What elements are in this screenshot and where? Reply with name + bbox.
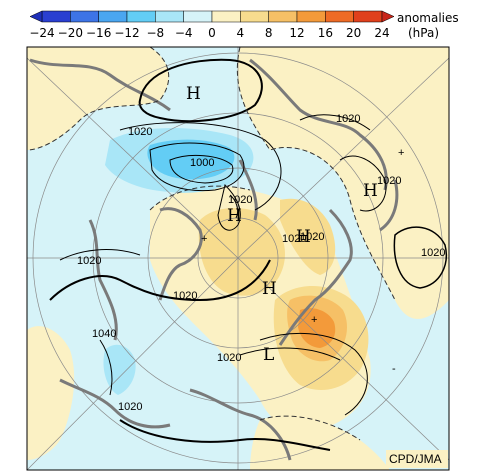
colorbar-tick-label: 8 — [265, 26, 273, 40]
colorbar-tick-label: 16 — [318, 26, 333, 40]
contour-label: 1020 — [228, 194, 252, 206]
contour-labels: 1020 1000 1020 1020 1020 1020 1020 1020 … — [77, 113, 445, 413]
anomaly-positive-region — [27, 326, 75, 460]
high-center-mark: H — [227, 206, 242, 226]
anomaly-moderate-positive-region — [198, 208, 285, 296]
contour-label: 1020 — [421, 247, 445, 259]
plus-mark: + — [398, 147, 404, 159]
contour-label: 1020 — [336, 113, 360, 125]
colorbar-swatch — [126, 10, 156, 23]
contour-label: 1020 — [77, 255, 101, 267]
colorbar-tick-label: −8 — [146, 26, 164, 40]
colorbar-swatch — [268, 10, 298, 23]
colorbar-low-arrow — [29, 10, 43, 23]
minus-mark: - — [392, 363, 396, 375]
colorbar-tick-label: 12 — [289, 26, 304, 40]
anomaly-positive-region — [27, 47, 169, 150]
zero-anomaly-lines — [27, 47, 396, 441]
credit-background — [386, 450, 448, 468]
colorbar-title: anomalies — [397, 11, 459, 25]
contour-label: 1020 — [118, 401, 142, 413]
coastlines — [29, 58, 399, 461]
colorbar-unit: (hPa) — [408, 26, 439, 40]
colorbar-swatch — [183, 10, 213, 23]
map-frame — [26, 46, 450, 471]
contour-label: 1020 — [217, 352, 241, 364]
pressure-centers: H H H H H L + + + - — [186, 84, 404, 375]
contour-label: 1000 — [190, 157, 214, 169]
anomaly-moderate-positive-region — [280, 198, 336, 275]
colorbar-tick-label: −20 — [58, 26, 83, 40]
colorbar-swatch — [155, 10, 184, 23]
contour-label: 1020 — [173, 290, 197, 302]
colorbar-tick-label: −4 — [175, 26, 193, 40]
colorbar-high-arrow — [381, 10, 395, 23]
anomaly-strong-positive-region — [298, 308, 336, 348]
colorbar-swatch — [240, 10, 269, 23]
colorbar-tick-label: 20 — [346, 26, 361, 40]
colorbar-tick-label: 24 — [374, 26, 389, 40]
colorbar-tick-label: 0 — [208, 26, 216, 40]
low-center-mark: L — [263, 345, 274, 365]
plus-mark: + — [201, 233, 207, 245]
anomaly-positive-region — [237, 47, 449, 319]
high-center-mark: H — [296, 227, 311, 247]
colorbar-swatches — [29, 10, 395, 23]
colorbar-tick-label: 4 — [237, 26, 245, 40]
colorbar-swatch — [211, 10, 241, 23]
colorbar-tick-label: −24 — [29, 26, 54, 40]
plus-mark: + — [311, 314, 317, 326]
isobars — [49, 58, 447, 451]
colorbar-tick-label: −16 — [86, 26, 111, 40]
contour-label: 1020 — [282, 233, 306, 245]
colorbar-swatch — [353, 10, 383, 23]
contour-label: 1020 — [300, 231, 324, 243]
colorbar-ticks: −24 −20 −16 −12 −8 −4 0 4 8 12 16 20 24 — [29, 26, 389, 40]
high-center-mark: H — [262, 279, 277, 299]
contour-label: 1040 — [92, 328, 116, 340]
credit-text: CPD/JMA — [389, 452, 442, 466]
colorbar-swatch — [41, 10, 71, 23]
contour-label: 1020 — [377, 175, 401, 187]
colorbar-swatch — [98, 10, 128, 23]
colorbar-swatch — [70, 10, 99, 23]
anomaly-strong-negative-region — [147, 139, 235, 180]
colorbar-swatch — [325, 10, 354, 23]
colorbar-swatch — [296, 10, 326, 23]
colorbar-tick-label: −12 — [114, 26, 139, 40]
high-center-mark: H — [363, 181, 378, 201]
contour-label: 1020 — [128, 126, 152, 138]
anomaly-positive-region — [250, 416, 390, 470]
anomaly-colorbar: −24 −20 −16 −12 −8 −4 0 4 8 12 16 20 24 anomalies (h… — [29, 10, 459, 40]
high-center-mark: H — [186, 84, 201, 104]
